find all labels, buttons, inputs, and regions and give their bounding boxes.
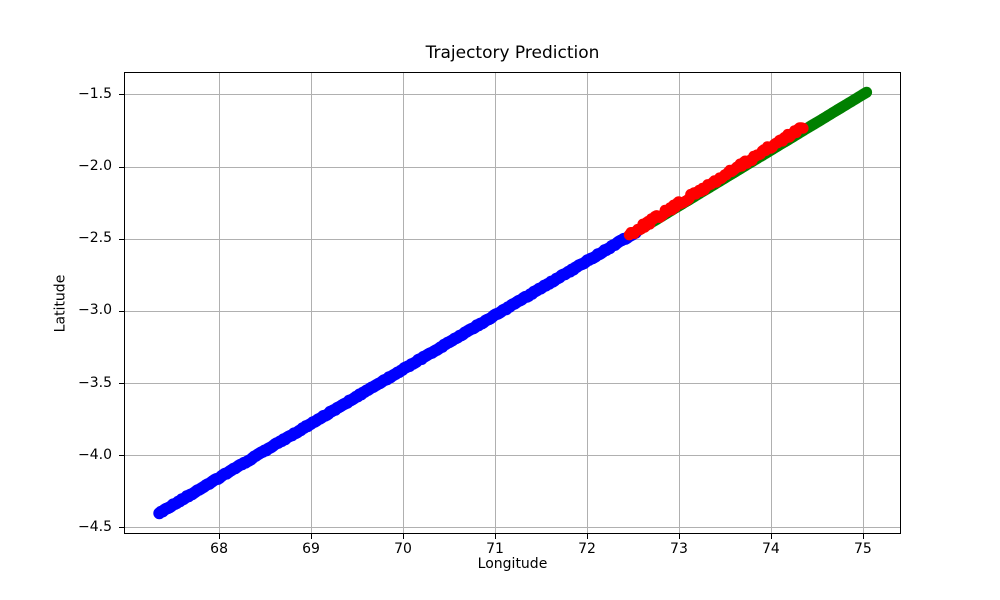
y-tick-mark xyxy=(119,527,124,528)
x-tick-mark xyxy=(587,534,588,539)
y-tick-mark xyxy=(119,311,124,312)
axes-spines xyxy=(124,72,901,534)
y-tick-mark xyxy=(119,239,124,240)
x-tick-mark xyxy=(679,534,680,539)
x-tick-label: 75 xyxy=(854,541,872,557)
x-tick-mark xyxy=(219,534,220,539)
x-tick-label: 74 xyxy=(762,541,780,557)
y-tick-label: −3.0 xyxy=(78,302,112,319)
y-tick-mark xyxy=(119,383,124,384)
chart-title: Trajectory Prediction xyxy=(425,43,600,63)
x-tick-mark xyxy=(863,534,864,539)
x-tick-label: 72 xyxy=(578,541,596,557)
y-tick-mark xyxy=(119,455,124,456)
x-tick-label: 70 xyxy=(394,541,412,557)
plot-svg xyxy=(124,72,901,534)
y-axis-label: Latitude xyxy=(52,274,69,333)
y-tick-label: −2.0 xyxy=(78,158,112,175)
y-tick-label: −3.5 xyxy=(78,374,112,391)
y-tick-label: −4.5 xyxy=(78,518,112,535)
x-tick-mark xyxy=(495,534,496,539)
y-tick-mark xyxy=(119,94,124,95)
y-tick-label: −2.5 xyxy=(78,230,112,247)
x-tick-mark xyxy=(311,534,312,539)
x-tick-mark xyxy=(403,534,404,539)
x-tick-mark xyxy=(771,534,772,539)
x-axis-label: Longitude xyxy=(477,556,548,572)
x-tick-label: 68 xyxy=(210,541,228,557)
y-tick-label: −4.0 xyxy=(78,446,112,463)
y-tick-mark xyxy=(119,167,124,168)
series-prediction xyxy=(623,122,809,241)
x-tick-label: 71 xyxy=(486,541,504,557)
x-tick-label: 73 xyxy=(670,541,688,557)
y-tick-label: −1.5 xyxy=(78,85,112,102)
x-tick-label: 69 xyxy=(302,541,320,557)
plot-area xyxy=(124,72,901,534)
series-history xyxy=(153,226,642,520)
